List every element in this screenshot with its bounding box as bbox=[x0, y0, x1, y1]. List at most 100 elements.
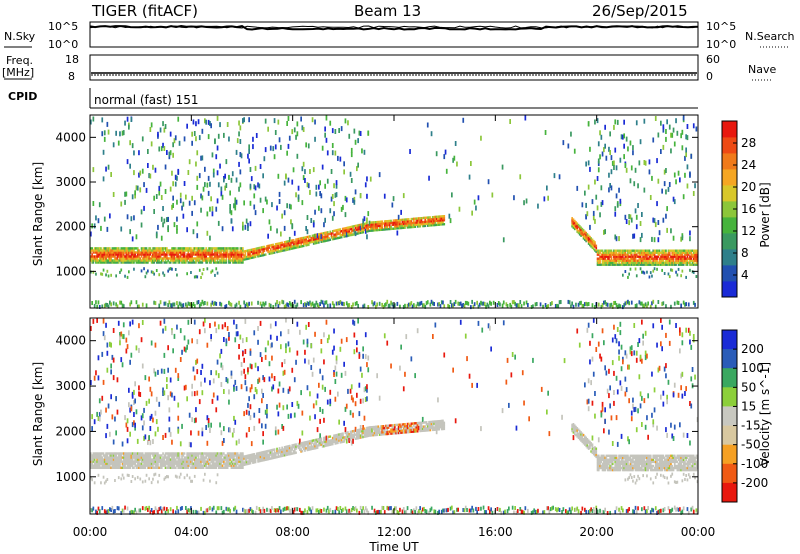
data-cell bbox=[519, 300, 522, 304]
data-cell bbox=[164, 164, 167, 170]
data-cell bbox=[244, 509, 247, 514]
data-cell bbox=[148, 173, 150, 179]
data-cell bbox=[363, 228, 366, 232]
data-cell bbox=[186, 259, 188, 262]
data-cell bbox=[250, 455, 253, 459]
data-cell bbox=[391, 227, 394, 230]
data-cell bbox=[216, 255, 219, 258]
data-cell bbox=[215, 370, 218, 376]
data-cell bbox=[112, 462, 115, 465]
data-cell bbox=[144, 247, 147, 250]
data-cell bbox=[219, 261, 221, 264]
data-cell bbox=[432, 218, 434, 221]
data-cell bbox=[229, 257, 231, 260]
data-cell bbox=[249, 462, 252, 465]
data-cell bbox=[173, 454, 176, 457]
data-cell bbox=[152, 417, 154, 423]
data-cell bbox=[190, 460, 192, 463]
data-cell bbox=[245, 432, 248, 438]
data-cell bbox=[686, 253, 689, 256]
data-cell bbox=[209, 257, 211, 260]
data-cell bbox=[168, 300, 171, 305]
data-cell bbox=[144, 506, 147, 511]
data-cell bbox=[176, 216, 178, 222]
data-cell bbox=[594, 305, 596, 309]
data-cell bbox=[138, 253, 140, 256]
data-cell bbox=[226, 249, 229, 252]
data-cell bbox=[319, 180, 321, 186]
data-cell bbox=[140, 247, 143, 250]
data-cell bbox=[117, 458, 120, 461]
data-cell bbox=[679, 249, 681, 252]
data-cell bbox=[269, 453, 272, 456]
data-cell bbox=[585, 231, 587, 235]
data-cell bbox=[125, 247, 128, 250]
data-cell bbox=[675, 179, 677, 185]
data-cell bbox=[167, 395, 169, 401]
data-cell bbox=[273, 245, 276, 248]
data-cell bbox=[295, 240, 297, 243]
data-cell bbox=[174, 454, 177, 457]
data-cell bbox=[159, 466, 162, 469]
data-cell bbox=[97, 458, 100, 461]
data-cell bbox=[98, 509, 101, 514]
data-cell bbox=[100, 481, 102, 485]
data-cell bbox=[195, 253, 197, 256]
data-cell bbox=[257, 452, 259, 455]
data-cell bbox=[182, 213, 185, 219]
data-cell bbox=[328, 238, 330, 242]
data-cell bbox=[649, 195, 652, 200]
data-cell bbox=[223, 255, 225, 258]
data-cell bbox=[278, 242, 281, 245]
data-cell bbox=[272, 384, 275, 390]
data-cell bbox=[440, 223, 443, 226]
data-cell bbox=[235, 177, 238, 183]
data-cell bbox=[211, 251, 214, 254]
data-cell bbox=[129, 462, 131, 465]
data-cell bbox=[181, 466, 183, 469]
data-cell bbox=[249, 458, 252, 461]
data-cell bbox=[173, 138, 176, 144]
data-cell bbox=[434, 221, 437, 225]
data-cell bbox=[274, 130, 277, 135]
data-cell bbox=[188, 257, 191, 260]
data-cell bbox=[590, 243, 592, 246]
data-cell bbox=[252, 136, 254, 142]
data-cell bbox=[95, 462, 97, 465]
data-cell bbox=[657, 132, 660, 138]
data-cell bbox=[595, 246, 598, 249]
data-cell bbox=[302, 175, 305, 181]
data-cell bbox=[596, 205, 599, 211]
data-cell bbox=[163, 253, 166, 256]
data-cell bbox=[119, 464, 121, 467]
data-cell bbox=[343, 233, 345, 236]
data-cell bbox=[356, 232, 358, 235]
data-cell bbox=[295, 304, 297, 309]
data-cell bbox=[390, 227, 392, 231]
data-cell bbox=[381, 220, 383, 223]
data-cell bbox=[209, 253, 211, 256]
data-cell bbox=[201, 259, 204, 262]
data-cell bbox=[463, 303, 466, 308]
data-cell bbox=[109, 259, 111, 262]
data-cell bbox=[413, 221, 415, 225]
data-cell bbox=[95, 249, 97, 252]
data-cell bbox=[250, 176, 253, 182]
data-cell bbox=[615, 236, 618, 242]
data-cell bbox=[312, 236, 315, 239]
data-cell bbox=[103, 460, 106, 463]
data-cell bbox=[229, 462, 231, 465]
data-cell bbox=[435, 217, 438, 220]
data-cell bbox=[259, 248, 262, 251]
data-cell bbox=[138, 261, 140, 264]
data-cell bbox=[252, 459, 254, 462]
data-cell bbox=[366, 230, 368, 233]
data-cell bbox=[121, 255, 124, 258]
data-cell bbox=[371, 229, 373, 232]
data-cell bbox=[111, 249, 114, 252]
data-cell bbox=[197, 119, 200, 125]
data-cell bbox=[410, 219, 413, 223]
data-cell bbox=[432, 220, 434, 223]
data-cell bbox=[158, 303, 161, 308]
data-cell bbox=[98, 462, 101, 465]
